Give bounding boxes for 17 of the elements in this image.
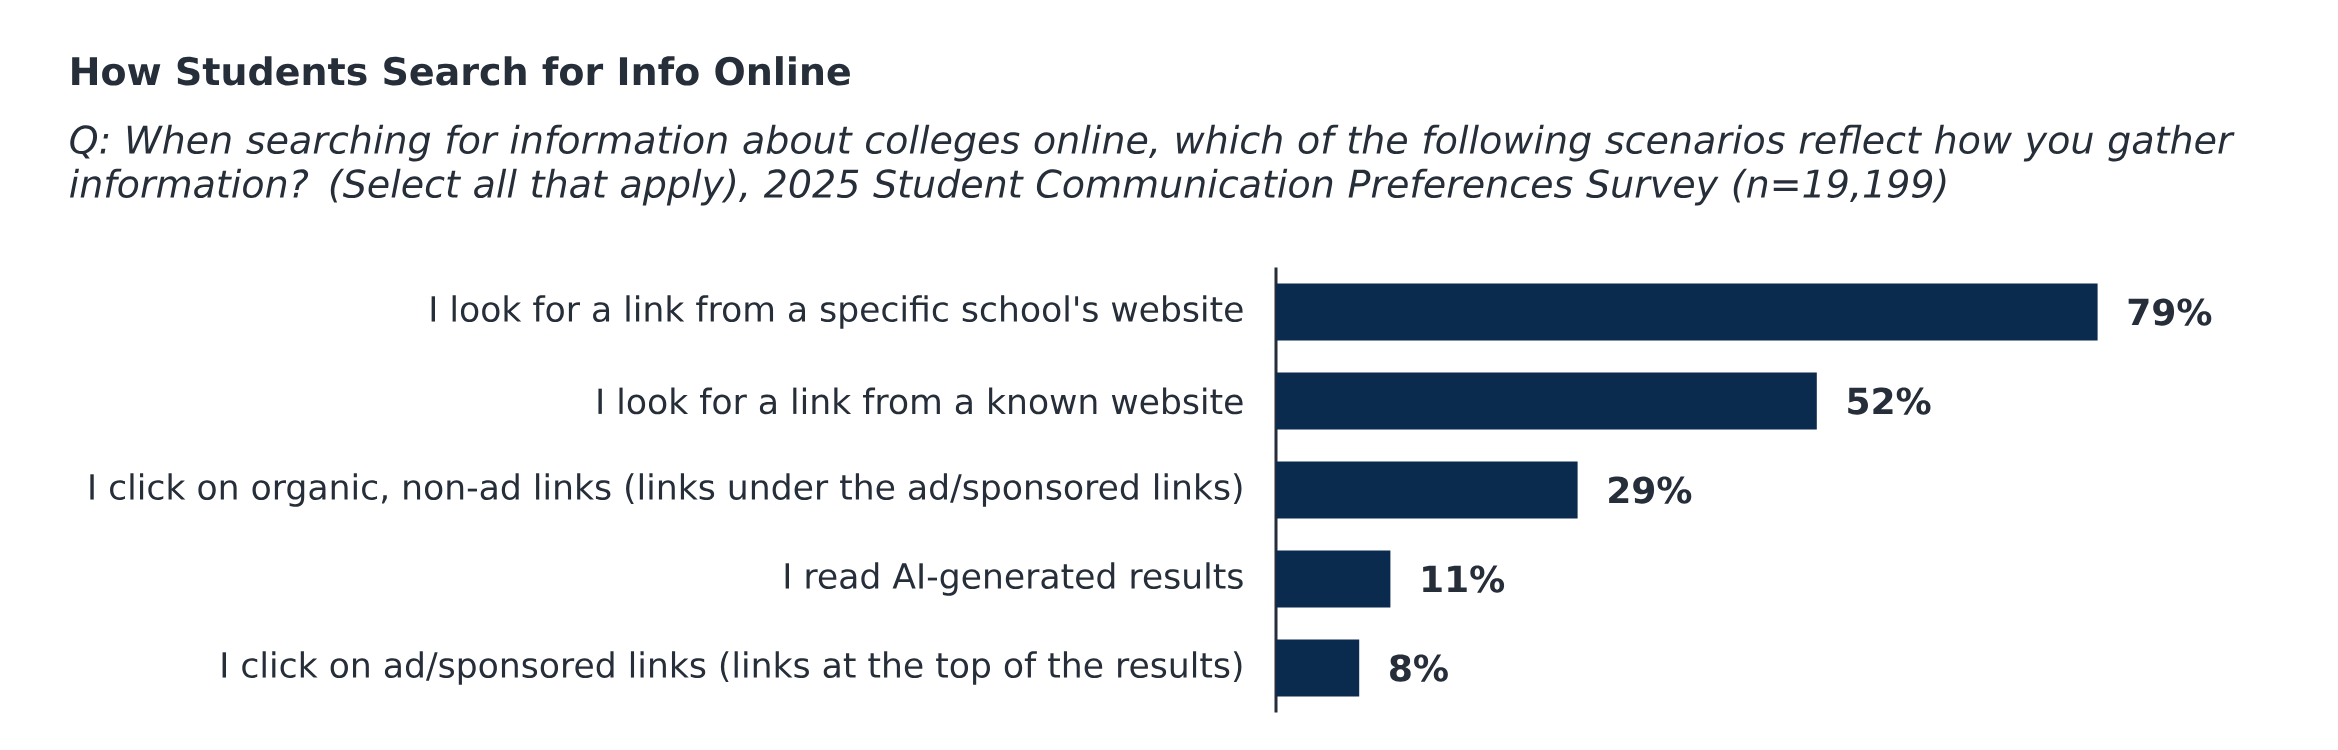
y-tick-label: I click on organic, non-ad links (links under the ad/sponsored links) [90, 473, 1242, 507]
data-label: 52% [1848, 387, 1931, 415]
chart-subtitle: Q: When searching for information about colleges online, which of the following scenarios reflect how you gather information? (Select all that apply), 2025 Student Communication Preferences Survey (n=19,199) [70, 124, 2235, 206]
bar [1276, 639, 1360, 697]
chart-title: How Students Search for Info Online [72, 56, 850, 86]
data-label: 79% [2128, 298, 2212, 326]
y-tick-label: I read AI-generated results [785, 562, 1243, 596]
bar [1276, 461, 1578, 519]
y-tick-label: I click on ad/sponsored links (links at the top of the results) [222, 651, 1242, 685]
bar [1276, 372, 1817, 430]
data-label: 11% [1423, 565, 1505, 593]
data-label: 29% [1609, 476, 1692, 504]
y-tick-label: I look for a link from a specific school's website [431, 295, 1243, 329]
bar [1276, 283, 2098, 341]
data-label: 8% [1390, 654, 1448, 682]
bar [1276, 550, 1391, 608]
y-tick-label: I look for a link from a known website [598, 387, 1243, 415]
